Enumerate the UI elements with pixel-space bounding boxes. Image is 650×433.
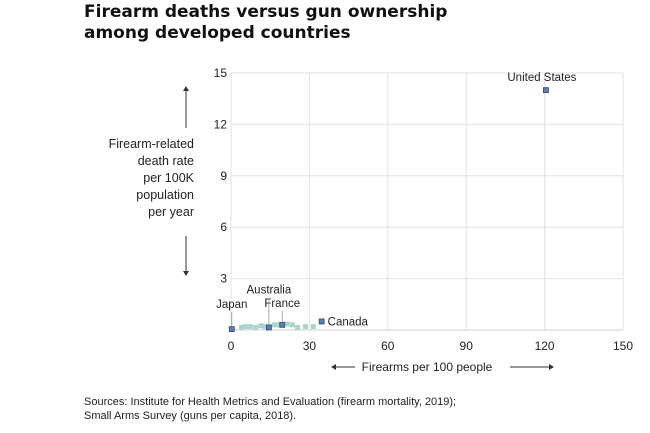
data-label-canada: Canada — [328, 316, 369, 328]
x-tick-label-60: 60 — [381, 339, 395, 353]
data-label-japan: Japan — [216, 299, 247, 311]
data-point-other-12 — [302, 324, 308, 330]
data-point-other-2 — [242, 324, 248, 330]
y-tick-label-9: 9 — [220, 169, 227, 183]
chart-title-line-2: among developed countries — [84, 23, 351, 43]
data-point-other-5 — [258, 323, 264, 329]
data-point-united-states — [543, 87, 549, 94]
y-tick-label-6: 6 — [220, 220, 227, 234]
data-label-france: France — [264, 298, 300, 310]
data-point-france — [279, 321, 286, 328]
chart-title: Firearm deaths versus gun ownership amon… — [84, 2, 604, 44]
y-axis-label-line-3: per 100K — [143, 171, 194, 185]
data-point-other-1 — [238, 324, 244, 330]
y-tick-label-15: 15 — [214, 66, 228, 80]
data-point-other-7 — [271, 322, 277, 328]
sources-note: Sources: Institute for Health Metrics an… — [84, 395, 456, 423]
x-axis-arrowhead-left — [331, 364, 336, 370]
y-tick-label-12: 12 — [214, 117, 228, 131]
data-point-other-10 — [289, 322, 295, 328]
data-label-australia: Australia — [247, 284, 292, 296]
data-point-other-8 — [275, 322, 281, 328]
data-point-other-6 — [262, 324, 268, 330]
y-axis-label-line-5: per year — [148, 205, 194, 219]
y-axis-label-line-4: population — [136, 188, 194, 202]
data-point-other-3 — [248, 324, 254, 330]
data-point-other-13 — [310, 324, 316, 330]
x-tick-label-150: 150 — [613, 339, 633, 353]
y-axis-label-line-2: death rate — [138, 154, 194, 168]
y-axis-arrowhead-up — [183, 86, 189, 91]
data-point-other-11 — [295, 324, 301, 330]
y-axis-arrowhead-down — [183, 271, 189, 276]
y-axis-label-line-1: Firearm-related — [109, 137, 194, 151]
data-point-japan — [228, 326, 235, 333]
data-label-united-states: United States — [507, 72, 576, 84]
sources-line-2: Small Arms Survey (guns per capita, 2018… — [84, 410, 297, 422]
x-tick-label-120: 120 — [535, 339, 555, 353]
x-axis-label: Firearms per 100 people — [362, 360, 493, 374]
x-tick-label-90: 90 — [460, 339, 474, 353]
data-point-other-9 — [284, 321, 290, 327]
x-tick-label-30: 30 — [303, 339, 317, 353]
chart-title-line-1: Firearm deaths versus gun ownership — [84, 2, 448, 22]
sources-line-1: Sources: Institute for Health Metrics an… — [84, 396, 457, 408]
x-tick-label-0: 0 — [228, 339, 235, 353]
data-point-canada — [318, 318, 325, 325]
data-point-other-4 — [253, 324, 259, 330]
data-point-australia — [265, 324, 272, 331]
y-tick-label-3: 3 — [220, 272, 227, 286]
x-axis-arrowhead-right — [549, 364, 554, 370]
